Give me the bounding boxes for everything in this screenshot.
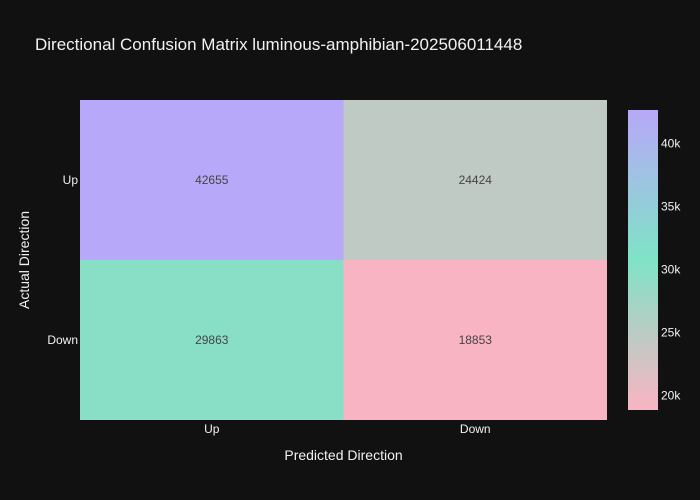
y-axis-title: Actual Direction: [16, 211, 32, 309]
heatmap-cell: [80, 100, 344, 260]
colorbar-tick-label: 20k: [661, 389, 681, 403]
heatmap-cell-label: 24424: [459, 173, 493, 187]
heatmap-cell-label: 42655: [195, 173, 229, 187]
colorbar-tick-label: 30k: [661, 263, 681, 277]
heatmap-cell-label: 18853: [459, 333, 493, 347]
y-axis-ticks: Up Down: [47, 173, 78, 347]
heatmap-cells: [80, 100, 607, 420]
x-tick-label: Down: [460, 422, 491, 436]
colorbar: [628, 110, 658, 410]
y-tick-label: Down: [47, 333, 78, 347]
x-axis-ticks: Up Down: [204, 422, 491, 436]
heatmap-cell-labels: 42655 24424 29863 18853: [195, 173, 492, 347]
colorbar-ticks: 20k 25k 30k 35k 40k: [661, 136, 681, 402]
colorbar-tick-label: 35k: [661, 199, 681, 213]
chart-title: Directional Confusion Matrix luminous-am…: [35, 35, 522, 54]
heatmap-cell: [80, 260, 344, 420]
colorbar-tick-label: 25k: [661, 326, 681, 340]
heatmap-cell: [343, 260, 607, 420]
x-tick-label: Up: [204, 422, 220, 436]
x-axis-title: Predicted Direction: [284, 447, 402, 463]
y-tick-label: Up: [63, 173, 79, 187]
heatmap-cell-label: 29863: [195, 333, 229, 347]
heatmap-cell: [343, 100, 607, 260]
colorbar-tick-label: 40k: [661, 136, 681, 150]
